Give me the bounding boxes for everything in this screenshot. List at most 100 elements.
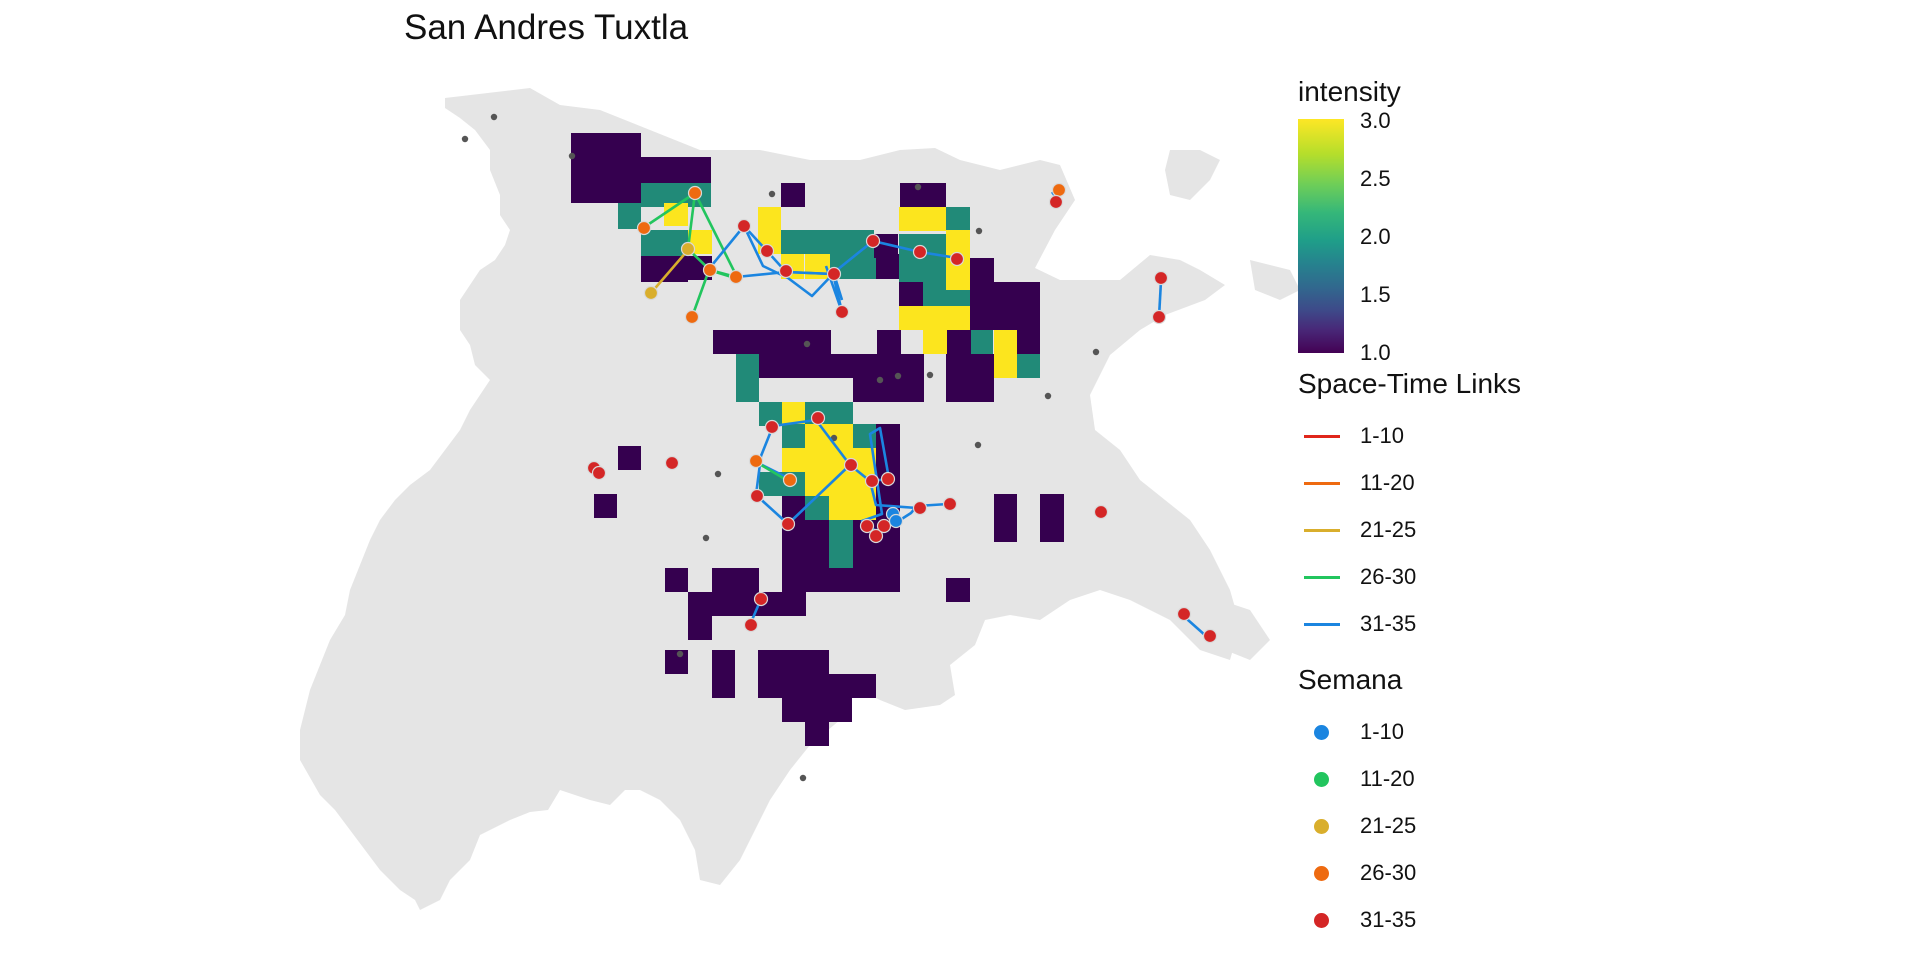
case-point xyxy=(1176,606,1192,622)
intensity-cell xyxy=(923,306,970,330)
intensity-cell xyxy=(688,592,712,616)
case-point xyxy=(912,500,928,516)
semana-legend-item: 1-10 xyxy=(1298,717,1558,747)
intensity-cell xyxy=(781,230,804,254)
intensity-cell xyxy=(829,520,853,544)
intensity-cell xyxy=(618,446,641,470)
space-time-link xyxy=(650,249,689,294)
case-point xyxy=(826,266,842,282)
intensity-cell xyxy=(829,496,876,520)
case-point xyxy=(736,218,752,234)
intensity-cell xyxy=(970,378,994,402)
intensity-cell xyxy=(782,448,805,472)
line-key-icon xyxy=(1304,482,1340,485)
intensity-cell xyxy=(853,544,900,568)
links-legend-item: 26-30 xyxy=(1298,562,1558,592)
intensity-cell xyxy=(829,544,853,568)
intensity-cell xyxy=(829,402,853,426)
intensity-cell xyxy=(736,354,759,378)
case-point xyxy=(876,518,892,534)
intensity-cell xyxy=(713,330,831,354)
intensity-cell xyxy=(712,568,759,592)
semana-legend-label: 26-30 xyxy=(1360,860,1417,885)
case-point xyxy=(859,518,875,534)
sampling-point xyxy=(490,113,498,121)
intensity-cell xyxy=(1017,330,1040,354)
intensity-cell xyxy=(947,330,971,354)
intensity-cell xyxy=(994,306,1040,330)
intensity-cell xyxy=(712,650,735,698)
city-boundary-shape xyxy=(1190,600,1270,660)
intensity-tick: 1.5 xyxy=(1360,282,1391,307)
case-point xyxy=(1048,194,1064,210)
city-boundary-shape xyxy=(1165,150,1220,200)
case-point xyxy=(636,220,652,236)
intensity-cell xyxy=(899,306,923,330)
case-point xyxy=(780,516,796,532)
intensity-tick: 2.0 xyxy=(1360,224,1391,249)
links-legend-item: 31-35 xyxy=(1298,609,1558,639)
intensity-cell xyxy=(782,568,900,592)
case-point xyxy=(888,513,904,529)
sampling-point xyxy=(714,470,722,478)
semana-legend-label: 21-25 xyxy=(1360,813,1417,838)
intensity-cell xyxy=(830,354,924,378)
sampling-points xyxy=(461,113,1100,782)
links-legend-title: Space-Time Links xyxy=(1298,368,1522,399)
intensity-cell xyxy=(899,207,923,231)
case-point xyxy=(1093,504,1109,520)
case-point xyxy=(834,304,850,320)
intensity-cell xyxy=(970,306,994,330)
intensity-cell xyxy=(688,616,712,640)
intensity-cell xyxy=(994,330,1017,354)
dot-key-icon xyxy=(1314,725,1329,740)
intensity-tick: 2.5 xyxy=(1360,166,1391,191)
dot-key-icon xyxy=(1314,913,1329,928)
semana-legend: Semana 1-10 11-20 21-25 26-30 31-35 xyxy=(1298,664,1416,932)
intensity-cell xyxy=(970,282,1040,306)
intensity-cell xyxy=(782,496,805,520)
links-legend-label: 26-30 xyxy=(1360,564,1417,589)
dot-key-icon xyxy=(1314,866,1329,881)
links-legend-item: 1-10 xyxy=(1298,421,1558,451)
intensity-cell xyxy=(758,650,829,674)
semana-legend-item: 26-30 xyxy=(1298,858,1558,888)
links-legend: Space-Time Links 1-10 11-20 21-25 26-30 … xyxy=(1298,368,1522,636)
case-point xyxy=(865,233,881,249)
dot-key-icon xyxy=(1314,772,1329,787)
intensity-cell xyxy=(781,183,805,207)
case-point xyxy=(880,471,896,487)
links-legend-label: 1-10 xyxy=(1360,423,1405,448)
case-point xyxy=(1202,628,1218,644)
case-point xyxy=(778,263,794,279)
links-legend-label: 11-20 xyxy=(1360,470,1415,495)
case-point xyxy=(912,244,928,260)
sampling-point xyxy=(1092,348,1100,356)
city-boundary-shape xyxy=(1250,260,1300,300)
intensity-colorbar xyxy=(1298,119,1344,353)
intensity-cell xyxy=(946,578,970,602)
intensity-cell xyxy=(736,378,759,402)
case-point xyxy=(748,453,764,469)
intensity-legend: intensity 3.0 2.5 2.0 1.5 1.0 xyxy=(1298,76,1401,365)
case-point xyxy=(702,262,718,278)
line-key-icon xyxy=(1304,435,1340,438)
intensity-cell xyxy=(665,650,688,674)
case-point xyxy=(810,410,826,426)
intensity-cell xyxy=(970,354,994,378)
case-point xyxy=(942,496,958,512)
intensity-cell xyxy=(782,698,852,722)
intensity-cell xyxy=(758,207,781,231)
case-point xyxy=(759,243,775,259)
semana-legend-item: 31-35 xyxy=(1298,905,1558,935)
sampling-point xyxy=(803,340,811,348)
intensity-cell xyxy=(876,254,899,279)
semana-legend-label: 11-20 xyxy=(1360,766,1415,791)
intensity-cell xyxy=(994,494,1017,542)
case-point xyxy=(664,455,680,471)
intensity-cell xyxy=(782,424,805,448)
links-legend-item: 11-20 xyxy=(1298,468,1558,498)
intensity-tick: 3.0 xyxy=(1360,108,1391,133)
semana-legend-item: 11-20 xyxy=(1298,764,1558,794)
